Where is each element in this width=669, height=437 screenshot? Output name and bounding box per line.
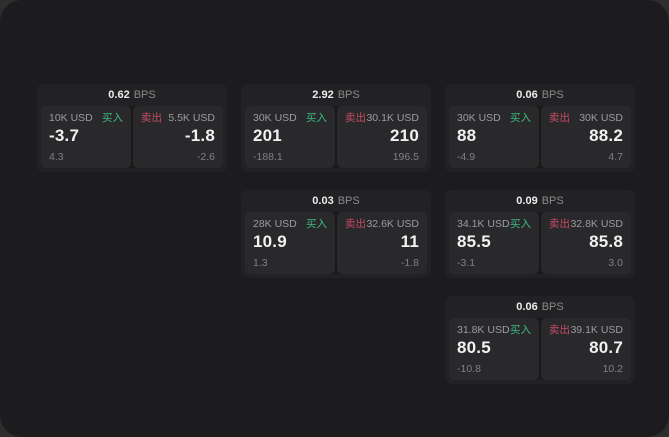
sell-price-value: 80.7	[589, 338, 623, 357]
card-header: 0.06 BPS	[449, 84, 631, 106]
sell-price-value: 11	[400, 232, 419, 251]
buy-price-value: -3.7	[49, 126, 80, 145]
buy-panel[interactable]: 28K USD 买入 10.9 1.3	[245, 212, 335, 274]
sell-side-label: 卖出	[345, 218, 366, 230]
bps-unit-label: BPS	[541, 301, 564, 313]
buy-size-label: 30K USD	[457, 112, 501, 124]
sell-price-value: -1.8	[184, 126, 215, 145]
bps-unit-label: BPS	[337, 195, 360, 207]
quote-card: 0.09 BPS 34.1K USD 买入 85.5 -3.1 卖出 32.8K…	[445, 190, 635, 278]
sell-size-label: 5.5K USD	[168, 112, 215, 124]
buy-price-value: 201	[253, 126, 282, 145]
bps-value: 0.06	[516, 89, 538, 101]
sell-delta-value: 3.0	[608, 257, 623, 269]
bps-unit-label: BPS	[541, 89, 564, 101]
buy-sell-panels: 34.1K USD 买入 85.5 -3.1 卖出 32.8K USD 85.8…	[449, 212, 631, 274]
sell-delta-value: -2.6	[196, 151, 215, 163]
buy-panel[interactable]: 30K USD 买入 88 -4.9	[449, 106, 539, 168]
sell-panel[interactable]: 卖出 5.5K USD -1.8 -2.6	[133, 106, 223, 168]
buy-sell-panels: 31.8K USD 买入 80.5 -10.8 卖出 39.1K USD 80.…	[449, 318, 631, 380]
bps-value: 0.09	[516, 195, 538, 207]
quote-card: 0.62 BPS 10K USD 买入 -3.7 4.3 卖出 5.5K USD…	[37, 84, 227, 172]
buy-panel[interactable]: 34.1K USD 买入 85.5 -3.1	[449, 212, 539, 274]
buy-side-label: 买入	[510, 112, 531, 124]
sell-delta-value: 4.7	[608, 151, 623, 163]
buy-panel[interactable]: 31.8K USD 买入 80.5 -10.8	[449, 318, 539, 380]
buy-delta-value: -3.1	[457, 257, 476, 269]
sell-panel[interactable]: 卖出 32.8K USD 85.8 3.0	[541, 212, 631, 274]
bps-value: 2.92	[312, 89, 334, 101]
card-header: 0.06 BPS	[449, 296, 631, 318]
sell-side-label: 卖出	[549, 112, 570, 124]
sell-side-label: 卖出	[345, 112, 366, 124]
buy-size-label: 28K USD	[253, 218, 297, 230]
quote-grid: 0.62 BPS 10K USD 买入 -3.7 4.3 卖出 5.5K USD…	[37, 84, 635, 384]
sell-price-value: 88.2	[589, 126, 623, 145]
buy-sell-panels: 30K USD 买入 88 -4.9 卖出 30K USD 88.2 4.7	[449, 106, 631, 168]
quote-card: 0.03 BPS 28K USD 买入 10.9 1.3 卖出 32.6K US…	[241, 190, 431, 278]
sell-panel[interactable]: 卖出 30K USD 88.2 4.7	[541, 106, 631, 168]
buy-panel[interactable]: 10K USD 买入 -3.7 4.3	[41, 106, 131, 168]
buy-size-label: 31.8K USD	[457, 324, 510, 336]
bps-value: 0.06	[516, 301, 538, 313]
buy-size-label: 30K USD	[253, 112, 297, 124]
sell-size-label: 32.6K USD	[366, 218, 419, 230]
buy-side-label: 买入	[510, 324, 531, 336]
sell-size-label: 30K USD	[579, 112, 623, 124]
bps-unit-label: BPS	[337, 89, 360, 101]
sell-panel[interactable]: 卖出 30.1K USD 210 196.5	[337, 106, 427, 168]
buy-price-value: 10.9	[253, 232, 287, 251]
quote-card: 0.06 BPS 30K USD 买入 88 -4.9 卖出 30K USD 8…	[445, 84, 635, 172]
sell-side-label: 卖出	[549, 324, 570, 336]
bps-value: 0.62	[108, 89, 130, 101]
sell-panel[interactable]: 卖出 32.6K USD 11 -1.8	[337, 212, 427, 274]
bps-unit-label: BPS	[541, 195, 564, 207]
buy-panel[interactable]: 30K USD 买入 201 -188.1	[245, 106, 335, 168]
buy-side-label: 买入	[306, 218, 327, 230]
sell-delta-value: -1.8	[400, 257, 419, 269]
buy-side-label: 买入	[102, 112, 123, 124]
sell-size-label: 30.1K USD	[366, 112, 419, 124]
buy-sell-panels: 28K USD 买入 10.9 1.3 卖出 32.6K USD 11 -1.8	[245, 212, 427, 274]
buy-delta-value: -4.9	[457, 151, 476, 163]
buy-delta-value: 4.3	[49, 151, 64, 163]
quote-card: 0.06 BPS 31.8K USD 买入 80.5 -10.8 卖出 39.1…	[445, 296, 635, 384]
buy-size-label: 10K USD	[49, 112, 93, 124]
buy-delta-value: -188.1	[253, 151, 283, 163]
card-header: 0.03 BPS	[245, 190, 427, 212]
buy-sell-panels: 10K USD 买入 -3.7 4.3 卖出 5.5K USD -1.8 -2.…	[41, 106, 223, 168]
sell-delta-value: 196.5	[392, 151, 419, 163]
buy-delta-value: 1.3	[253, 257, 268, 269]
sell-panel[interactable]: 卖出 39.1K USD 80.7 10.2	[541, 318, 631, 380]
bps-value: 0.03	[312, 195, 334, 207]
buy-size-label: 34.1K USD	[457, 218, 510, 230]
sell-delta-value: 10.2	[602, 363, 623, 375]
buy-side-label: 买入	[306, 112, 327, 124]
card-header: 0.62 BPS	[41, 84, 223, 106]
buy-price-value: 85.5	[457, 232, 491, 251]
quote-card: 2.92 BPS 30K USD 买入 201 -188.1 卖出 30.1K …	[241, 84, 431, 172]
sell-side-label: 卖出	[141, 112, 162, 124]
buy-price-value: 80.5	[457, 338, 491, 357]
buy-side-label: 买入	[510, 218, 531, 230]
sell-side-label: 卖出	[549, 218, 570, 230]
sell-price-value: 210	[390, 126, 419, 145]
sell-size-label: 32.8K USD	[570, 218, 623, 230]
buy-price-value: 88	[457, 126, 477, 145]
buy-delta-value: -10.8	[457, 363, 481, 375]
sell-size-label: 39.1K USD	[570, 324, 623, 336]
bps-unit-label: BPS	[133, 89, 156, 101]
sell-price-value: 85.8	[589, 232, 623, 251]
card-header: 2.92 BPS	[245, 84, 427, 106]
buy-sell-panels: 30K USD 买入 201 -188.1 卖出 30.1K USD 210 1…	[245, 106, 427, 168]
card-header: 0.09 BPS	[449, 190, 631, 212]
